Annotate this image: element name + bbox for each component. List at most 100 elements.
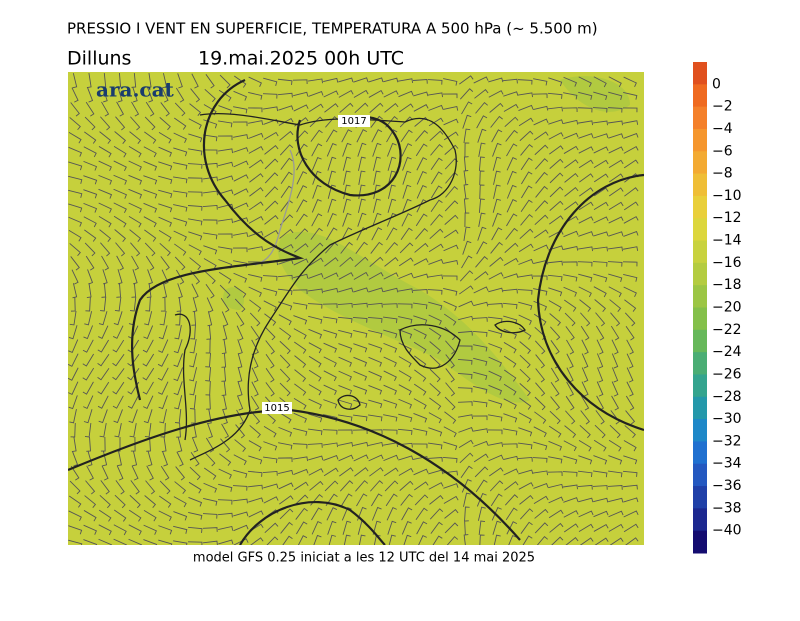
wind-barb: [457, 330, 473, 336]
wind-barb: [324, 480, 339, 492]
wind-barb: [368, 399, 383, 409]
wind-barb: [187, 163, 203, 169]
isobar-label: 1017: [341, 116, 366, 127]
wind-barb: [502, 443, 518, 449]
wind-barb: [98, 146, 112, 158]
wind-barb: [146, 73, 152, 88]
wind-barb: [444, 214, 459, 225]
wind-barb: [356, 493, 368, 507]
wind-barb: [98, 202, 112, 213]
wind-barb: [82, 367, 95, 381]
wind-barb: [218, 120, 233, 128]
wind-barb: [68, 216, 83, 227]
wind-barb: [533, 78, 548, 86]
wind-barb: [221, 311, 229, 327]
wind-barb: [294, 494, 309, 506]
wind-barb: [263, 483, 279, 489]
wind-barb: [444, 396, 456, 411]
wind-barb: [372, 198, 381, 213]
wind-barb: [400, 493, 413, 506]
wind-barb: [217, 233, 233, 239]
wind-barb: [503, 355, 517, 368]
wind-barb: [488, 399, 503, 409]
wind-barb: [596, 353, 604, 369]
wind-barb: [233, 188, 249, 196]
wind-barb: [279, 354, 291, 369]
wind-barb: [82, 353, 95, 367]
wind-barb: [131, 255, 140, 271]
wind-barb: [534, 144, 549, 156]
wind-barb: [533, 483, 549, 489]
wind-barb: [443, 313, 457, 326]
wind-barb: [549, 158, 564, 169]
wind-barb: [609, 424, 621, 439]
wind-barb: [326, 507, 338, 521]
wind-barb: [566, 353, 574, 369]
wind-barb: [203, 134, 218, 142]
wind-barb: [292, 443, 308, 449]
wind-barb: [323, 356, 337, 368]
wind-barb: [503, 257, 519, 266]
wind-barb: [293, 328, 307, 340]
wind-barb: [459, 75, 474, 85]
wind-barb: [278, 411, 292, 424]
wind-barb: [563, 299, 577, 312]
wind-barb: [398, 356, 412, 368]
wind-barb: [115, 242, 126, 257]
colorbar-label: −24: [712, 344, 742, 360]
wind-barb: [207, 311, 213, 327]
wind-barb: [327, 520, 337, 535]
wind-barb: [504, 481, 519, 491]
wind-barb: [383, 287, 399, 293]
wind-barb: [278, 482, 294, 490]
wind-barb: [160, 422, 166, 438]
wind-barb: [162, 283, 168, 299]
wind-barb: [445, 186, 459, 198]
wind-barb: [311, 156, 322, 171]
wind-barb: [532, 93, 548, 99]
wind-barb: [550, 396, 561, 411]
wind-barb: [534, 158, 549, 170]
wind-barb: [398, 78, 414, 83]
wind-barb: [277, 288, 293, 296]
wind-barb: [263, 426, 277, 438]
wind-barb: [85, 255, 95, 271]
wind-barb: [370, 480, 384, 492]
wind-barb: [233, 272, 248, 283]
wind-barb: [279, 368, 291, 383]
wind-barb: [478, 156, 485, 172]
wind-barb: [444, 200, 459, 212]
wind-barb: [623, 497, 639, 503]
wind-barb: [369, 256, 384, 267]
wind-barb: [399, 242, 414, 254]
wind-barb: [113, 145, 127, 158]
wind-barb: [206, 324, 212, 340]
wind-barb: [401, 520, 412, 535]
wind-barb: [397, 303, 413, 309]
wind-barb: [372, 142, 382, 157]
wind-barb: [68, 353, 79, 367]
wind-barb: [189, 367, 198, 382]
wind-barb: [473, 286, 489, 294]
wind-barb: [357, 212, 367, 227]
wind-barb: [204, 452, 216, 467]
wind-barb: [98, 509, 112, 522]
wind-barb: [146, 283, 152, 298]
wind-barb: [474, 466, 489, 478]
wind-barb: [414, 494, 429, 506]
wind-barb: [159, 495, 172, 508]
wind-barb: [338, 287, 354, 293]
wind-barb: [232, 247, 248, 253]
wind-barb: [398, 370, 412, 382]
wind-barb: [143, 409, 153, 424]
wind-barb: [503, 413, 518, 423]
wind-barb: [460, 465, 473, 479]
wind-barb: [593, 120, 608, 126]
wind-barb: [563, 132, 579, 140]
wind-barb: [488, 454, 504, 462]
wind-barb: [98, 538, 113, 545]
wind-barb: [234, 298, 246, 313]
wind-barb: [532, 275, 548, 281]
wind-barb: [487, 303, 503, 308]
wind-barb: [235, 311, 245, 327]
